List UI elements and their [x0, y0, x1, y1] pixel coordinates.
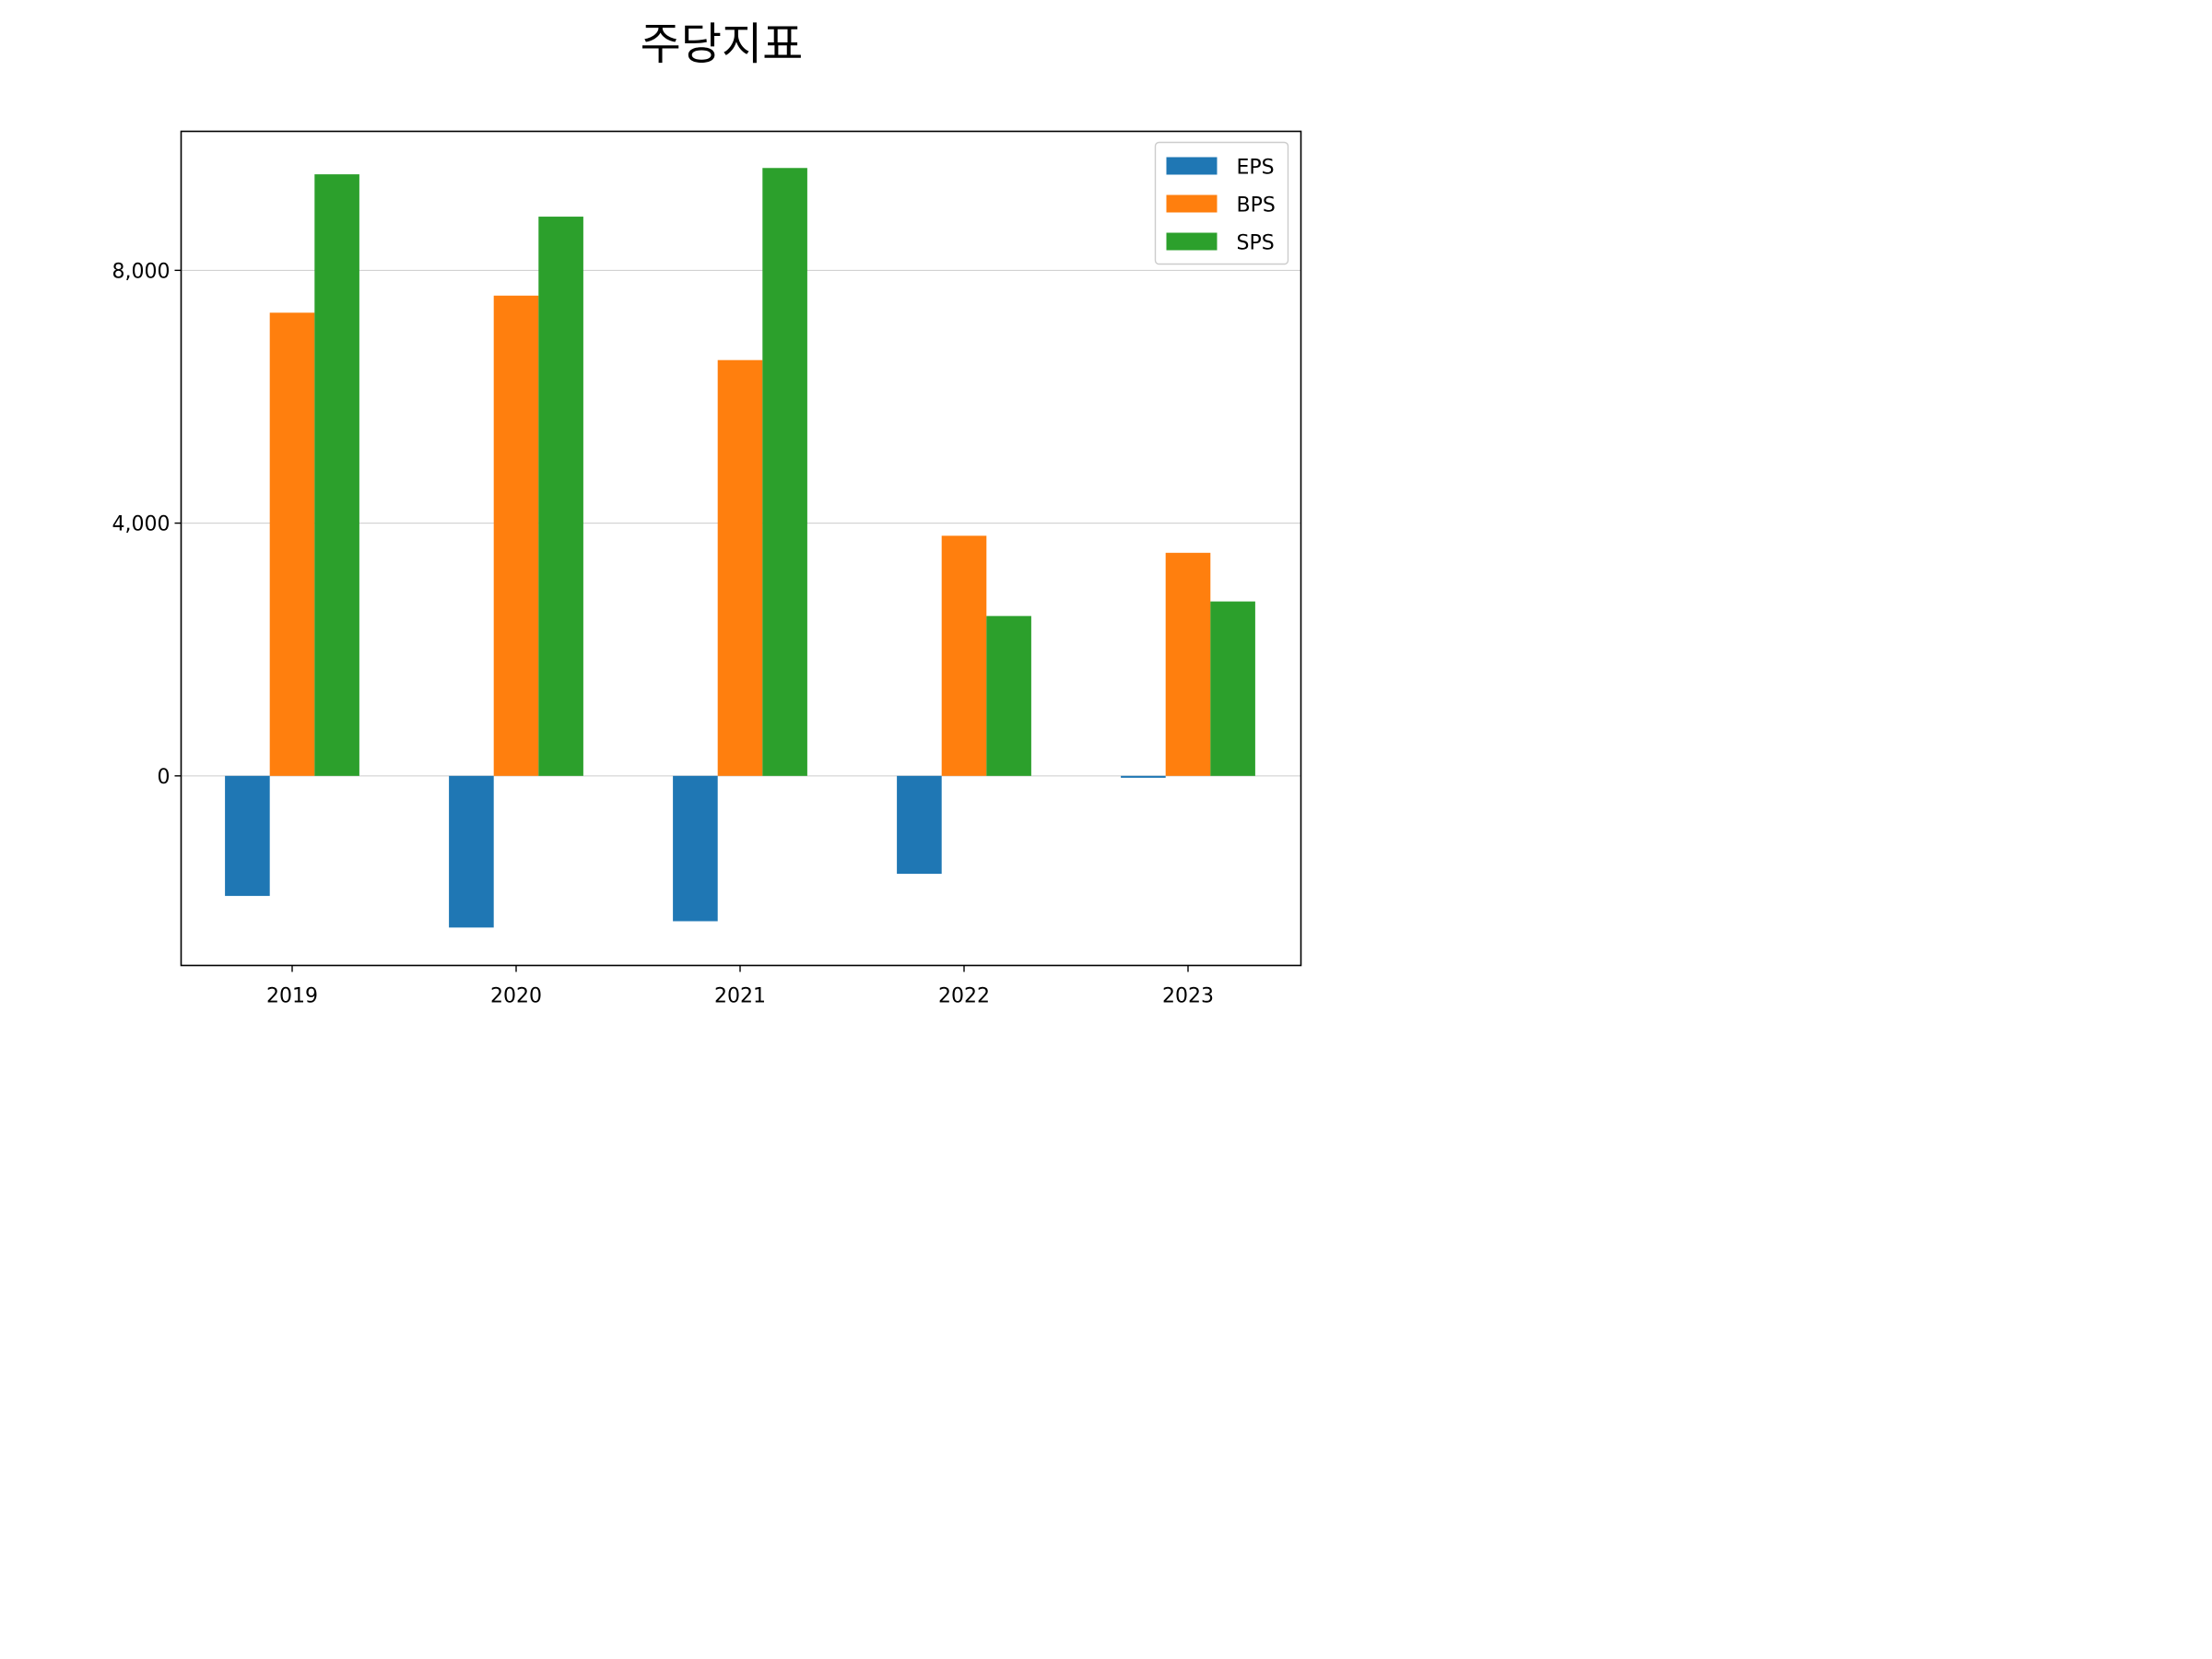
- y-tick-label: 0: [158, 766, 171, 789]
- legend-swatch-bps: [1166, 194, 1218, 213]
- legend-swatch-eps: [1166, 157, 1218, 175]
- bar-eps-2022: [897, 775, 942, 875]
- bar-bps-2023: [1165, 552, 1211, 776]
- x-tick-label: 2021: [714, 985, 766, 1008]
- y-tick-label: 4,000: [112, 513, 171, 536]
- legend-label-sps: SPS: [1237, 232, 1275, 255]
- bars: [225, 168, 1255, 928]
- bar-sps-2021: [762, 168, 807, 776]
- x-tick-label: 2022: [938, 985, 990, 1008]
- bar-sps-2022: [986, 616, 1031, 776]
- legend: EPS BPS SPS: [1154, 141, 1289, 265]
- bar-eps-2019: [225, 775, 270, 897]
- plot-frame: [180, 130, 1302, 967]
- axes: 0 4,000 8,000 2019 2020 2021 2022 2023: [112, 260, 1214, 1007]
- y-tick-label: 8,000: [112, 260, 171, 283]
- bar-eps-2023: [1121, 775, 1166, 778]
- bar-eps-2021: [673, 775, 718, 922]
- bar-bps-2021: [717, 359, 763, 776]
- x-tick-label: 2019: [266, 985, 318, 1008]
- x-tick-label: 2020: [490, 985, 542, 1008]
- bar-bps-2022: [941, 535, 987, 776]
- legend-label-eps: EPS: [1237, 157, 1275, 180]
- bar-bps-2020: [493, 295, 539, 776]
- x-tick-label: 2023: [1162, 985, 1214, 1008]
- bar-sps-2023: [1210, 601, 1255, 776]
- chart: 주당지표 0 4,000 8,000 2019 2020 2021 2022 2023 EPS…: [0, 0, 1438, 1078]
- bar-bps-2019: [269, 312, 315, 776]
- bar-eps-2020: [449, 775, 494, 928]
- chart-title: 주당지표: [641, 18, 804, 70]
- bar-sps-2020: [538, 217, 583, 776]
- legend-swatch-sps: [1166, 232, 1218, 251]
- bar-sps-2019: [314, 174, 359, 776]
- legend-label-bps: BPS: [1237, 194, 1276, 218]
